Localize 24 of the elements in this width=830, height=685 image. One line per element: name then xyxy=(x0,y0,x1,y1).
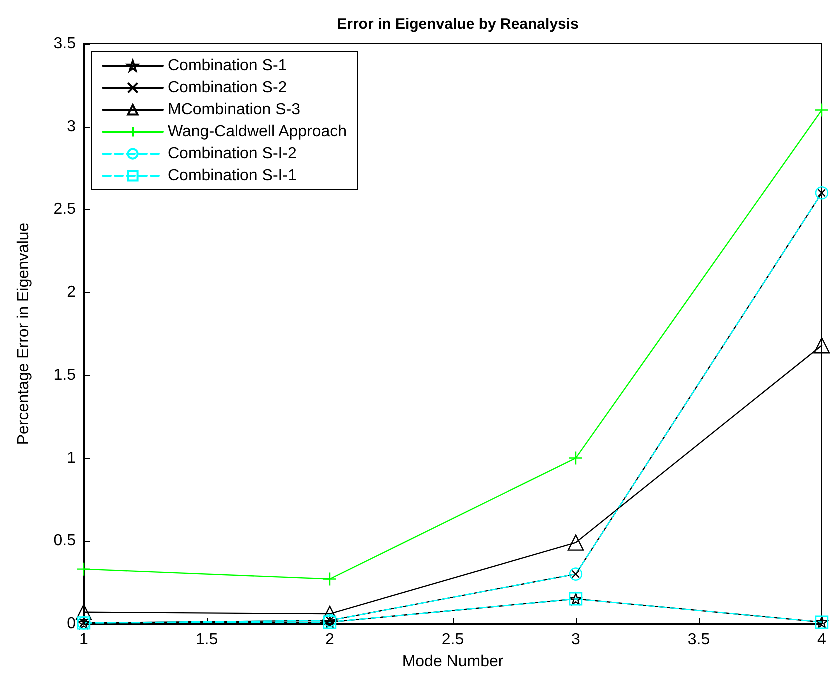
y-tick-label: 1 xyxy=(67,450,76,467)
x-tick-label: 2 xyxy=(326,632,335,648)
y-tick-label: 2.5 xyxy=(54,201,76,218)
x-tick-label: 2.5 xyxy=(442,632,464,648)
y-tick-label: 2 xyxy=(67,284,76,302)
x-tick-label: 3 xyxy=(572,632,581,648)
y-tick-label: 3 xyxy=(67,118,76,136)
x-tick-label: 1.5 xyxy=(196,632,218,648)
x-tick-label: 3.5 xyxy=(688,632,710,648)
legend-label: Combination S-2 xyxy=(168,80,288,96)
x-tick-label: 1 xyxy=(80,632,89,648)
x-axis-title: Mode Number xyxy=(402,654,504,670)
y-axis-title: Percentage Error in Eigenvalue xyxy=(16,222,32,446)
y-tick-label: 0 xyxy=(67,616,76,632)
x-tick-label: 4 xyxy=(818,632,827,648)
legend-label: Combination S-1 xyxy=(168,58,288,74)
chart-title: Error in Eigenvalue by Reanalysis xyxy=(337,16,579,33)
legend-label: MCombination S-3 xyxy=(168,102,301,118)
legend-label: Wang-Caldwell Approach xyxy=(168,124,348,140)
y-tick-label: 3.5 xyxy=(54,36,76,52)
legend-label: Combination S-I-2 xyxy=(168,146,298,162)
y-tick-label: 1.5 xyxy=(54,366,76,384)
legend-label: Combination S-I-1 xyxy=(168,168,298,184)
y-tick-label: 0.5 xyxy=(54,532,76,550)
